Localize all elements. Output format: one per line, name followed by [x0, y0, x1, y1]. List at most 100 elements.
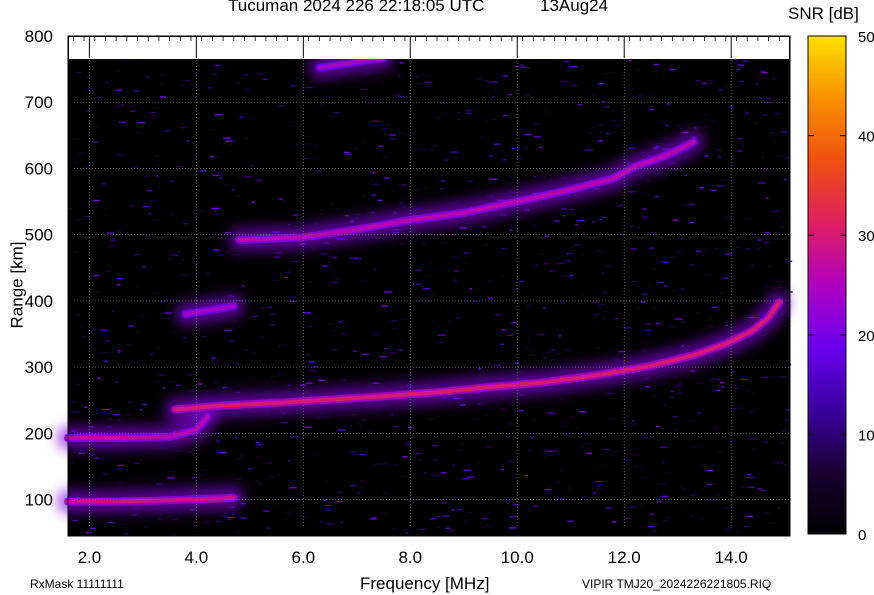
noise-speck: [371, 99, 376, 101]
noise-speck: [614, 450, 621, 452]
noise-speck: [681, 238, 684, 240]
noise-speck: [464, 252, 469, 254]
noise-speck: [462, 251, 468, 254]
noise-speck: [489, 178, 497, 180]
noise-speck: [68, 207, 72, 209]
noise-speck: [640, 301, 645, 303]
noise-speck: [761, 376, 769, 378]
noise-speck: [243, 88, 252, 91]
noise-speck: [784, 363, 792, 366]
noise-speck: [632, 280, 638, 283]
noise-speck: [457, 119, 461, 121]
noise-speck: [333, 257, 337, 259]
noise-speck: [190, 154, 198, 156]
noise-speck: [412, 283, 416, 285]
noise-speck: [351, 453, 360, 456]
noise-speck: [429, 148, 434, 150]
noise-speck: [87, 88, 94, 90]
noise-speck: [137, 122, 145, 124]
noise-speck: [280, 200, 286, 202]
noise-speck: [344, 153, 352, 155]
noise-speck: [431, 293, 437, 295]
noise-speck: [629, 60, 632, 62]
noise-speck: [355, 516, 359, 518]
noise-speck: [399, 202, 404, 205]
noise-speck: [105, 336, 109, 338]
noise-speck: [102, 408, 111, 411]
noise-speck: [418, 459, 421, 462]
noise-speck: [134, 462, 140, 464]
noise-speck: [189, 142, 198, 144]
noise-speck: [482, 404, 487, 406]
noise-speck: [356, 256, 361, 258]
rxmask-label: RxMask 11111111: [30, 577, 124, 591]
noise-speck: [165, 114, 169, 117]
noise-speck: [546, 450, 554, 452]
noise-speck: [651, 523, 659, 526]
noise-speck: [171, 381, 178, 383]
noise-speck: [356, 422, 361, 424]
noise-speck: [101, 183, 106, 185]
noise-speck: [602, 318, 607, 320]
noise-speck: [93, 258, 97, 260]
noise-speck: [396, 414, 399, 416]
noise-speck: [675, 385, 682, 387]
noise-speck: [533, 123, 540, 125]
noise-speck: [411, 498, 416, 500]
noise-speck: [653, 173, 661, 175]
noise-speck: [237, 176, 244, 179]
noise-speck: [182, 341, 188, 343]
noise-speck: [415, 189, 421, 191]
noise-speck: [605, 506, 612, 508]
noise-speck: [418, 148, 426, 150]
noise-speck: [756, 93, 759, 95]
noise-speck: [492, 118, 497, 121]
noise-speck: [674, 377, 678, 379]
noise-speck: [354, 258, 362, 260]
noise-speck: [398, 106, 402, 108]
noise-speck: [501, 329, 506, 331]
noise-speck: [425, 117, 428, 119]
noise-speck: [312, 366, 319, 368]
noise-speck: [533, 136, 542, 138]
noise-speck: [233, 362, 240, 365]
noise-speck: [677, 228, 681, 230]
noise-speck: [655, 322, 661, 325]
noise-speck: [705, 469, 714, 472]
noise-speck: [159, 301, 165, 303]
noise-speck: [785, 419, 789, 421]
noise-speck: [241, 285, 245, 287]
noise-speck: [398, 341, 406, 344]
noise-speck: [541, 62, 548, 64]
noise-speck: [116, 362, 120, 364]
noise-speck: [373, 268, 377, 270]
noise-speck: [590, 313, 596, 315]
noise-speck: [401, 318, 409, 321]
noise-speck: [508, 93, 512, 96]
noise-speck: [695, 312, 701, 314]
noise-speck: [762, 232, 766, 234]
noise-speck: [363, 95, 369, 98]
tick-layer: [68, 35, 780, 536]
noise-speck: [228, 66, 233, 68]
noise-speck: [149, 111, 156, 114]
colorbar-tick-label: 30: [858, 228, 874, 245]
noise-speck: [492, 96, 495, 98]
noise-speck: [278, 198, 284, 200]
noise-speck: [630, 225, 635, 227]
noise-speck: [544, 263, 551, 265]
noise-speck: [763, 101, 771, 103]
noise-speck: [560, 80, 569, 82]
noise-speck: [105, 340, 110, 342]
noise-speck: [704, 274, 711, 276]
noise-speck: [371, 180, 375, 182]
noise-speck: [280, 100, 287, 102]
noise-speck: [562, 215, 565, 217]
noise-speck: [371, 212, 374, 214]
noise-speck: [400, 374, 409, 376]
noise-speck: [332, 301, 340, 303]
noise-speck: [472, 418, 478, 420]
noise-speck: [682, 488, 688, 490]
noise-speck: [678, 301, 682, 304]
noise-speck: [510, 225, 514, 227]
